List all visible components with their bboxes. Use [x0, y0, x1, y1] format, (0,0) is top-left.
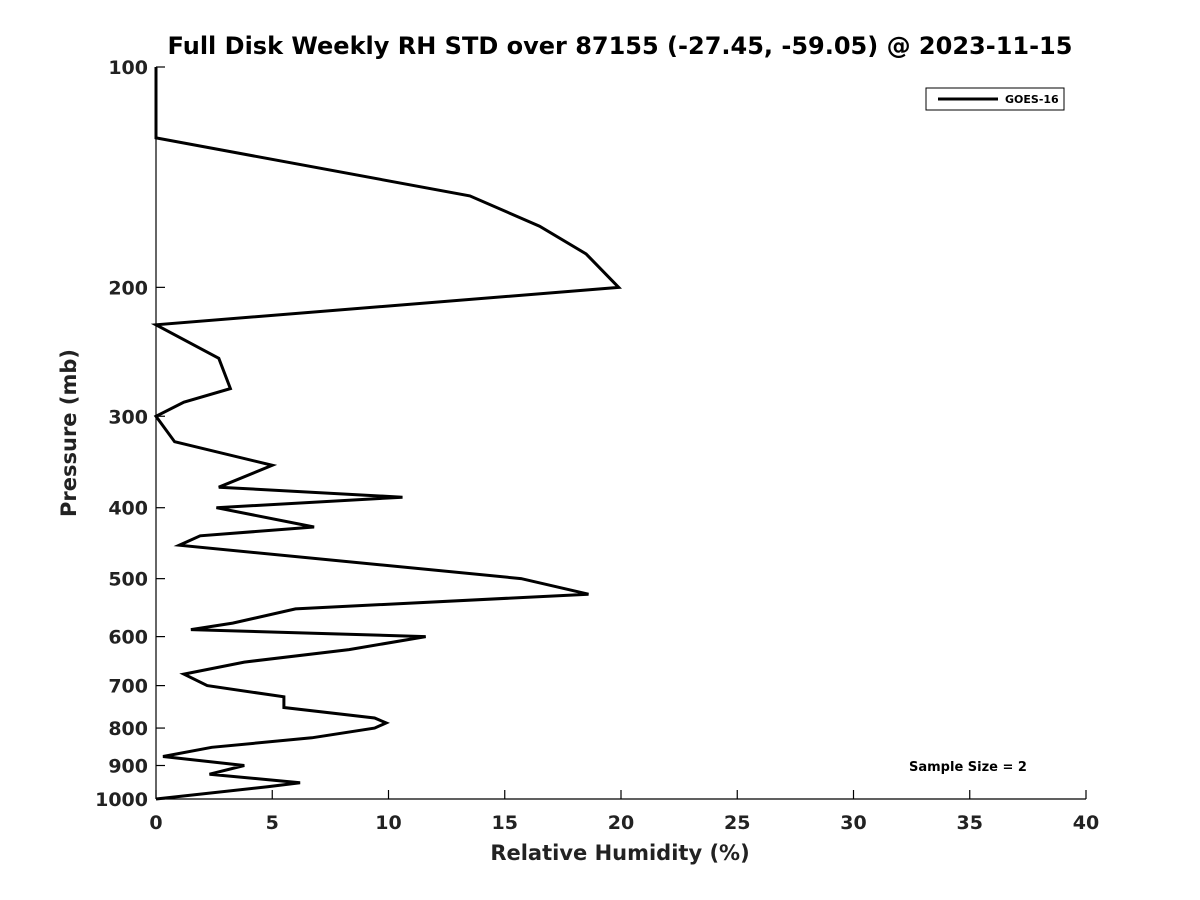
y-tick-label: 1000 [95, 789, 148, 811]
y-tick-label: 300 [108, 406, 148, 428]
x-tick-label: 20 [608, 812, 634, 834]
x-tick-label: 40 [1073, 812, 1099, 834]
y-tick-label: 500 [108, 569, 148, 591]
x-tick-label: 10 [375, 812, 401, 834]
x-tick-label: 25 [724, 812, 750, 834]
y-tick-label: 900 [108, 756, 148, 778]
y-axis-label: Pressure (mb) [57, 349, 81, 517]
y-tick-label: 800 [108, 718, 148, 740]
x-ticks: 0 5 10 15 20 25 30 35 40 [149, 790, 1099, 834]
series-line-goes-16 [150, 67, 622, 801]
x-axis-label: Relative Humidity (%) [490, 841, 749, 865]
y-tick-label: 200 [108, 277, 148, 299]
y-tick-label: 600 [108, 627, 148, 649]
x-tick-label: 15 [492, 812, 518, 834]
x-tick-label: 5 [266, 812, 279, 834]
y-tick-label: 100 [108, 57, 148, 79]
x-tick-label: 30 [840, 812, 866, 834]
y-tick-label: 700 [108, 676, 148, 698]
y-ticks: 100 200 300 400 500 600 700 800 900 1000 [95, 57, 165, 811]
chart-title: Full Disk Weekly RH STD over 87155 (-27.… [168, 32, 1073, 60]
sample-size-annotation: Sample Size = 2 [909, 760, 1027, 775]
x-tick-label: 35 [957, 812, 983, 834]
x-tick-label: 0 [149, 812, 162, 834]
legend: GOES-16 [925, 87, 1065, 111]
plot-axes [155, 67, 1086, 800]
legend-label-goes-16: GOES-16 [1005, 93, 1059, 106]
y-tick-label: 400 [108, 498, 148, 520]
